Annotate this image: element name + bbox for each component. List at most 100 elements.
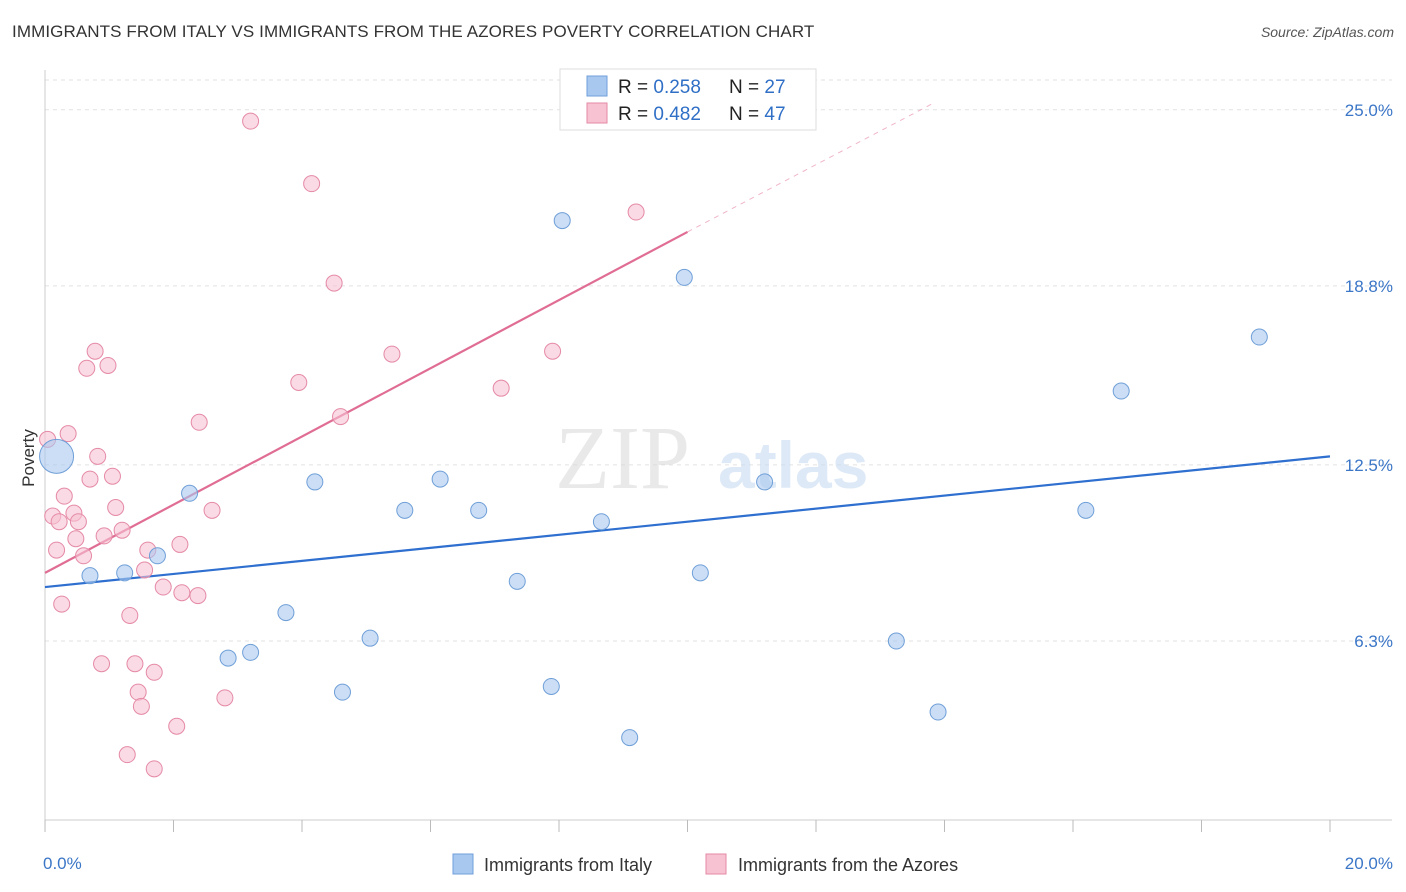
azores-point [145,663,163,681]
azores-point [492,379,510,397]
azores-point [89,447,107,465]
azores-point [121,606,139,624]
azores-point [242,112,260,130]
azores-point [95,527,113,545]
italy-point [431,470,449,488]
italy-point [621,729,639,747]
italy-point [691,564,709,582]
azores-point [325,274,343,292]
azores-point [168,717,186,735]
svg-text:R = 0.258: R = 0.258 [618,77,701,98]
azores-point [627,203,645,221]
italy-point [361,629,379,647]
azores-point [59,425,77,443]
italy-point [470,501,488,519]
watermark-atlas: atlas [718,428,868,502]
italy-point [242,643,260,661]
legend-r-label: R = [618,77,653,98]
azores-point [383,345,401,363]
azores-point [126,655,144,673]
azores-point [118,746,136,764]
azores-point [290,374,308,391]
italy-point [333,683,351,701]
italy-point [277,604,295,622]
x-tick-label: 0.0% [43,854,82,873]
legend-swatch-italy [586,75,608,97]
chart-title: IMMIGRANTS FROM ITALY VS IMMIGRANTS FROM… [12,22,815,41]
italy-point [396,501,414,519]
azores-point [190,413,208,431]
azores-point [48,541,66,559]
italy-point [553,212,571,230]
legend-swatch-azores [586,102,608,124]
italy-point [81,567,99,585]
azores-point [67,530,85,548]
trend-lines [44,103,1331,589]
italy-point [39,438,75,474]
watermark: ZIP [555,409,690,508]
x-tick-label: 20.0% [1345,854,1393,873]
azores-point [173,584,191,602]
azores-point [53,595,71,613]
azores-point [203,501,221,519]
italy-point [116,564,134,582]
italy-point [1112,382,1130,400]
legend-r-value: 0.482 [653,104,701,125]
azores-point [171,535,189,553]
azores-point [50,513,68,531]
y-tick-labels: 6.3% 12.5% 18.8% 25.0% [1345,101,1393,651]
azores-point [136,561,154,579]
azores-point [69,513,87,531]
legend-n-label: N = [729,77,764,98]
data-points [39,112,1268,778]
stats-legend: R = 0.258 N = 27 R = 0.482 N = 47 [559,68,817,131]
y-axis-title: Poverty [19,429,38,487]
trend-line-italy [44,455,1331,589]
azores-point [99,356,117,374]
azores-point [189,587,207,605]
svg-text:R = 0.482: R = 0.482 [618,104,701,125]
italy-point [592,513,610,531]
italy-point [219,649,237,667]
azores-point [86,342,104,360]
y-tick-label: 12.5% [1345,456,1393,475]
legend-label-italy: Immigrants from Italy [484,855,652,875]
italy-point [1250,328,1268,346]
italy-point [1077,501,1095,519]
legend-swatch-azores [705,853,727,875]
source-label: Source: ZipAtlas.com [1260,24,1394,40]
legend-r-value: 0.258 [653,77,701,98]
azores-point [81,470,99,488]
legend-swatch-italy [452,853,474,875]
azores-point [75,547,93,565]
legend-r-label: R = [618,104,653,125]
azores-point [216,689,234,707]
azores-point [93,655,111,673]
azores-point [55,487,73,505]
svg-text:N = 27: N = 27 [729,77,786,98]
series-legend: Immigrants from Italy Immigrants from th… [452,853,958,875]
azores-point [103,467,121,485]
italy-point [542,677,560,695]
italy-point [508,572,526,590]
x-tick-labels: 0.0% 20.0% [43,854,1393,873]
azores-point [145,760,163,778]
legend-n-label: N = [729,104,764,125]
legend-n-value: 47 [764,104,785,125]
azores-point [132,697,150,715]
azores-point [129,683,147,701]
azores-point [544,342,562,360]
azores-point [78,359,96,377]
legend-label-azores: Immigrants from the Azores [738,855,958,875]
y-tick-label: 18.8% [1345,277,1393,296]
azores-point [107,499,125,516]
italy-point [887,632,905,650]
italy-point [148,547,166,565]
italy-point [306,473,324,491]
y-tick-label: 25.0% [1345,101,1393,120]
svg-text:N = 47: N = 47 [729,104,786,125]
legend-n-value: 27 [764,77,785,98]
azores-point [332,408,350,426]
trend-line-azores [44,230,689,574]
